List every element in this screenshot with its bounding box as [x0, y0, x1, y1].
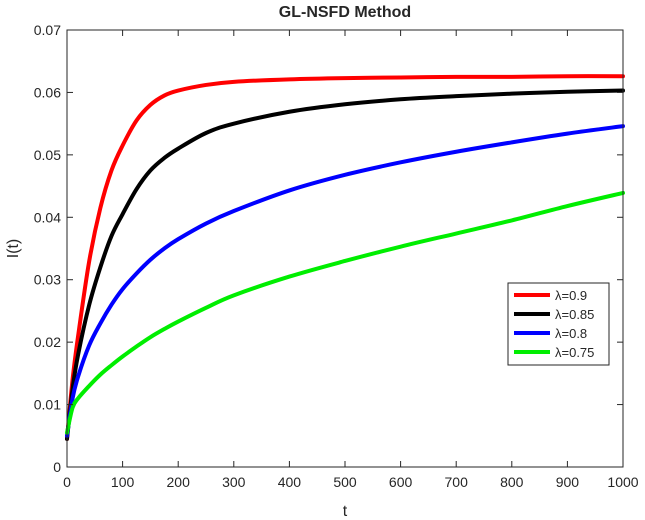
x-axis: 0 100 200 300 400 500 600 700 800 900 1000 [63, 30, 639, 490]
legend: λ=0.9 λ=0.85 λ=0.8 λ=0.75 [507, 282, 610, 366]
series-layer [65, 74, 625, 441]
x-tick-label: 900 [556, 474, 580, 490]
x-tick-label: 100 [111, 474, 135, 490]
y-axis: 0 0.01 0.02 0.03 0.04 0.05 0.06 0.07 [34, 22, 623, 475]
series-line-3 [65, 190, 625, 435]
x-tick-label: 800 [500, 474, 524, 490]
x-tick-label: 300 [222, 474, 246, 490]
y-tick-label: 0.04 [34, 209, 61, 225]
legend-label: λ=0.85 [555, 307, 594, 322]
x-tick-label: 700 [445, 474, 469, 490]
plot-area [67, 30, 623, 467]
x-tick-label: 200 [167, 474, 191, 490]
series-line-0 [65, 74, 625, 441]
chart-title: GL-NSFD Method [279, 4, 411, 21]
y-tick-label: 0.03 [34, 272, 61, 288]
legend-label: λ=0.9 [555, 288, 587, 303]
y-tick-label: 0.01 [34, 397, 61, 413]
y-axis-label: I(t) [5, 239, 22, 259]
legend-label: λ=0.8 [555, 326, 587, 341]
x-tick-label: 1000 [607, 474, 638, 490]
series-line-1 [65, 88, 625, 441]
x-tick-label: 500 [333, 474, 357, 490]
legend-label: λ=0.75 [555, 345, 594, 360]
y-tick-label: 0.06 [34, 84, 61, 100]
x-axis-label: t [343, 503, 348, 520]
x-tick-label: 400 [278, 474, 302, 490]
y-tick-label: 0.02 [34, 334, 61, 350]
x-tick-label: 600 [389, 474, 413, 490]
x-tick-label: 0 [63, 474, 71, 490]
y-tick-label: 0.05 [34, 147, 61, 163]
y-tick-label: 0 [53, 459, 61, 475]
series-line-2 [65, 124, 625, 438]
y-tick-label: 0.07 [34, 22, 61, 38]
